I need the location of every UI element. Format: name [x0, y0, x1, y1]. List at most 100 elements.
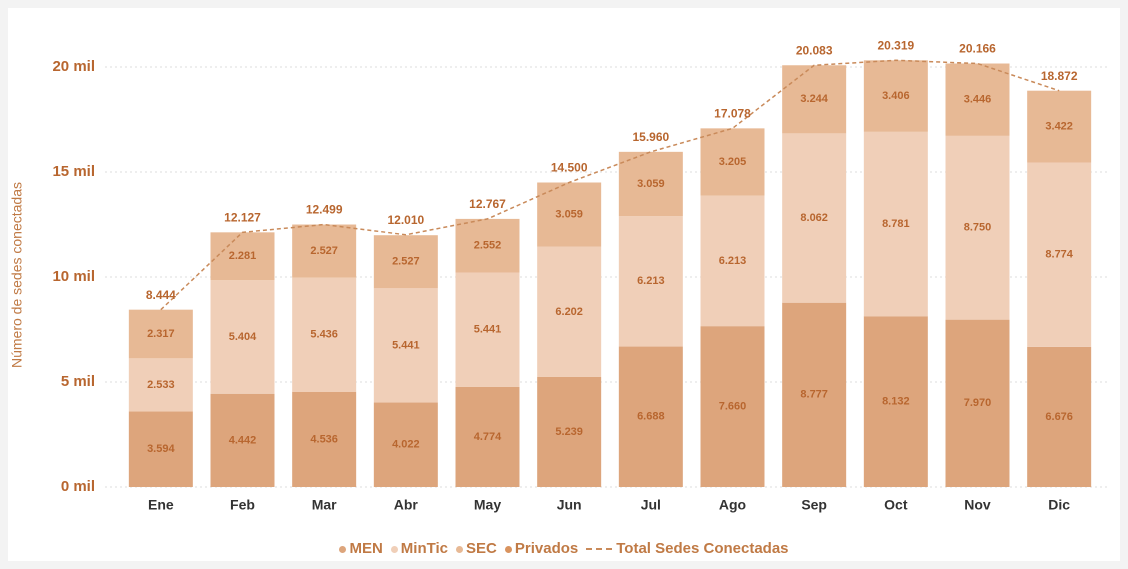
total-label: 17.078 [714, 107, 751, 121]
legend-item: Privados [504, 540, 579, 557]
bar-segment [782, 302, 847, 487]
bar-value-label: 4.536 [310, 433, 338, 445]
total-label: 12.767 [469, 197, 506, 211]
legend-label: MEN [349, 540, 383, 557]
bar-segment [945, 319, 1010, 487]
total-label: 12.010 [387, 213, 424, 227]
bar-segment [537, 182, 602, 247]
bar-value-label: 5.404 [229, 331, 257, 343]
bar-segment [210, 280, 275, 394]
bar-segment [210, 393, 275, 487]
bar-segment [945, 135, 1010, 320]
bar-value-label: 6.688 [637, 411, 665, 423]
legend-swatch [339, 545, 347, 553]
y-tick-label: 20 mil [52, 58, 95, 75]
bar-value-label: 5.436 [310, 329, 338, 341]
bar-segment [537, 246, 602, 377]
total-label: 12.499 [306, 203, 343, 217]
bar-segment [537, 376, 602, 487]
bar-value-label: 3.205 [719, 156, 747, 168]
bar-segment [373, 288, 438, 403]
bar-segment [455, 386, 520, 487]
bar-value-label: 5.441 [474, 324, 502, 336]
bar-segment [945, 63, 1010, 136]
legend: MEN MinTic SEC Privados Total Sedes Conectad… [0, 540, 1128, 557]
bar-segment [700, 195, 765, 327]
bar-segment [210, 232, 275, 281]
bar-value-label: 7.660 [719, 400, 747, 412]
bar-segment [700, 326, 765, 487]
bar-value-label: 6.213 [719, 255, 747, 267]
bar-value-label: 3.406 [882, 90, 910, 102]
bar-value-label: 2.533 [147, 379, 175, 391]
total-label: 20.166 [959, 42, 996, 56]
bar-segment [128, 309, 193, 359]
bar-value-label: 7.970 [964, 397, 992, 409]
bar-value-label: 3.059 [637, 178, 665, 190]
legend-swatch [504, 545, 512, 553]
x-tick-label: Oct [884, 497, 908, 513]
bar-segment [455, 218, 520, 273]
x-tick-label: Mar [312, 497, 337, 513]
legend-swatch [456, 545, 464, 553]
legend-swatch [390, 545, 398, 553]
bar-segment [292, 224, 357, 278]
bar-value-label: 3.446 [964, 94, 992, 106]
legend-item: SEC [456, 540, 497, 557]
bar-value-label: 8.062 [800, 212, 828, 224]
bar-segment [782, 65, 847, 134]
legend-label: Total Sedes Conectadas [616, 540, 789, 557]
legend-item: MEN [339, 540, 383, 557]
bar-value-label: 3.422 [1045, 121, 1073, 133]
total-label: 20.319 [877, 38, 914, 52]
bar-value-label: 2.281 [229, 250, 257, 262]
y-tick-label: 15 mil [52, 163, 95, 180]
bar-value-label: 3.244 [800, 93, 828, 105]
bar-value-label: 8.781 [882, 218, 910, 230]
bar-value-label: 2.527 [310, 245, 338, 257]
legend-item: MinTic [390, 540, 449, 557]
bar-segment [863, 60, 928, 132]
total-label: 14.500 [551, 161, 588, 175]
total-line [160, 59, 1060, 311]
x-tick-label: Feb [230, 497, 255, 513]
x-tick-label: Dic [1048, 497, 1070, 513]
bar-segment [373, 402, 438, 487]
legend-label: MinTic [400, 540, 449, 557]
bar-value-label: 6.676 [1045, 411, 1073, 423]
bar-value-label: 8.750 [964, 222, 992, 234]
bar-value-label: 2.317 [147, 328, 175, 340]
bar-value-label: 6.213 [637, 275, 665, 287]
bar-segment [700, 128, 765, 196]
x-tick-label: Sep [801, 497, 827, 513]
bar-segment [618, 216, 683, 347]
x-tick-label: Ago [719, 497, 746, 513]
x-tick-label: Jul [641, 497, 661, 513]
bar-value-label: 8.777 [800, 389, 828, 401]
legend-label: Privados [514, 540, 579, 557]
y-axis-title: Número de sedes conectadas [9, 182, 25, 368]
bar-segment [618, 346, 683, 487]
total-label: 15.960 [632, 130, 669, 144]
total-label: 20.083 [796, 43, 833, 57]
legend-item: Total Sedes Conectadas [586, 540, 789, 557]
legend-label: SEC [466, 540, 497, 557]
bar-value-label: 8.774 [1045, 249, 1073, 261]
bar-segment [1027, 90, 1092, 163]
bar-segment [618, 151, 683, 217]
bar-value-label: 5.441 [392, 339, 420, 351]
bar-value-label: 8.132 [882, 396, 910, 408]
bar-segment [128, 411, 193, 487]
total-label: 18.872 [1041, 69, 1078, 83]
y-tick-label: 0 mil [61, 478, 95, 495]
bar-value-label: 2.552 [474, 240, 502, 252]
x-tick-label: May [474, 497, 501, 513]
bar-segment [1027, 346, 1092, 487]
x-tick-label: Jun [557, 497, 582, 513]
bar-segment [128, 358, 193, 412]
y-tick-label: 10 mil [52, 268, 95, 285]
legend-swatch [586, 548, 613, 551]
bar-segment [863, 131, 928, 317]
